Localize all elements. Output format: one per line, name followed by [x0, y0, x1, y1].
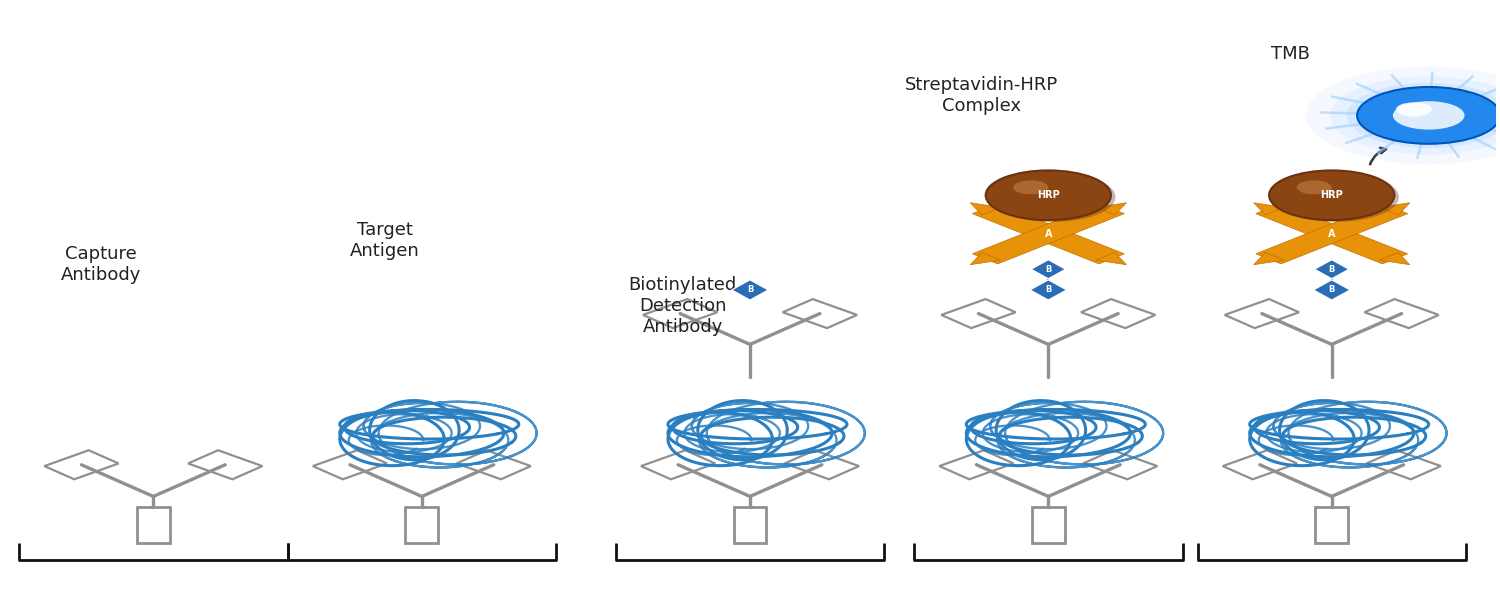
Polygon shape: [1314, 280, 1350, 300]
Bar: [734, 507, 766, 542]
Polygon shape: [1378, 253, 1410, 265]
Polygon shape: [1096, 203, 1126, 215]
Text: A: A: [1328, 229, 1335, 239]
Bar: [136, 507, 170, 542]
Bar: [1316, 507, 1348, 542]
Polygon shape: [1096, 253, 1126, 265]
Text: Biotinylated
Detection
Antibody: Biotinylated Detection Antibody: [628, 276, 736, 336]
Polygon shape: [732, 280, 768, 300]
Polygon shape: [972, 203, 1125, 264]
Text: HRP: HRP: [1320, 190, 1342, 200]
Text: B: B: [1329, 286, 1335, 295]
Text: TMB: TMB: [1270, 46, 1310, 64]
Circle shape: [990, 172, 1116, 222]
Polygon shape: [1314, 260, 1348, 278]
Circle shape: [1347, 83, 1500, 148]
Text: Target
Antigen: Target Antigen: [350, 221, 420, 260]
Circle shape: [1317, 228, 1346, 239]
Circle shape: [1358, 87, 1500, 144]
Bar: [1032, 507, 1065, 542]
Text: Streptavidin-HRP
Complex: Streptavidin-HRP Complex: [904, 76, 1058, 115]
Polygon shape: [970, 253, 1000, 265]
Polygon shape: [1256, 203, 1407, 264]
Polygon shape: [1254, 253, 1284, 265]
Polygon shape: [1378, 203, 1410, 215]
Polygon shape: [1030, 280, 1066, 300]
Polygon shape: [1256, 203, 1407, 264]
Text: HRP: HRP: [1036, 190, 1059, 200]
Circle shape: [1013, 181, 1048, 194]
Circle shape: [1330, 76, 1500, 154]
Circle shape: [986, 170, 1112, 220]
Polygon shape: [1030, 260, 1065, 278]
Circle shape: [1274, 172, 1400, 222]
Text: B: B: [747, 286, 753, 295]
Polygon shape: [1254, 203, 1284, 215]
Circle shape: [1305, 67, 1500, 164]
Text: A: A: [1044, 229, 1052, 239]
Polygon shape: [972, 203, 1125, 264]
Text: Capture
Antibody: Capture Antibody: [62, 245, 141, 284]
Circle shape: [1296, 181, 1332, 194]
Bar: [405, 507, 438, 542]
Text: B: B: [1329, 265, 1335, 274]
Polygon shape: [970, 203, 1000, 215]
Circle shape: [1396, 103, 1431, 116]
Text: B: B: [1046, 265, 1052, 274]
Circle shape: [1269, 170, 1395, 220]
Circle shape: [1034, 228, 1062, 239]
Circle shape: [1394, 101, 1464, 130]
Text: B: B: [1046, 286, 1052, 295]
